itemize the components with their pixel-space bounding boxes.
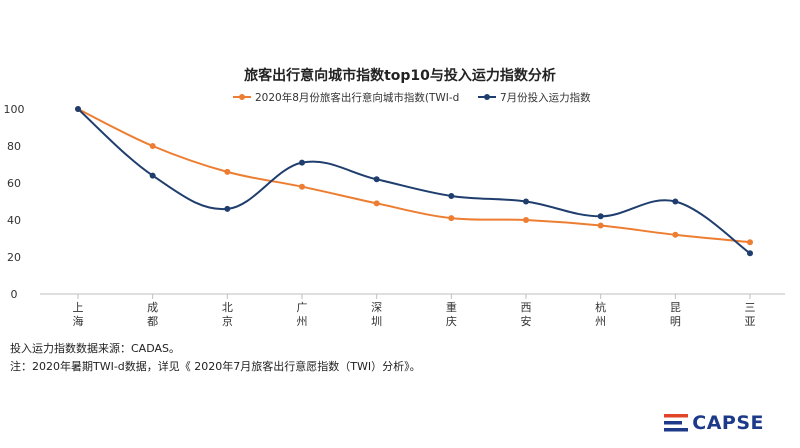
- data-point: [373, 200, 380, 207]
- y-tick-label: 100: [4, 103, 25, 116]
- legend-label: 7月份投入运力指数: [500, 91, 591, 104]
- capse-logo-mark-icon: [664, 414, 689, 432]
- y-tick-label: 20: [7, 251, 21, 264]
- data-point: [75, 106, 81, 112]
- x-tick-label: 深圳: [371, 301, 382, 328]
- data-point: [224, 205, 231, 212]
- x-tick-label: 昆明: [670, 301, 681, 328]
- y-axis: 0 20 40 60 80 100: [4, 103, 25, 301]
- data-point: [523, 198, 529, 205]
- legend-item: 2020年8月份旅客出行意向城市指数(TWI-d: [233, 91, 459, 104]
- series-1: [75, 106, 753, 246]
- source-note: 投入运力指数数据来源：CADAS。: [10, 342, 180, 355]
- x-tick-label: 广州: [297, 301, 308, 328]
- data-point: [299, 183, 305, 190]
- data-point: [224, 168, 231, 175]
- data-point: [149, 172, 156, 179]
- data-point: [448, 192, 455, 199]
- series-line: [77, 108, 751, 244]
- data-point: [747, 239, 753, 246]
- legend-label: 2020年8月份旅客出行意向城市指数(TWI-d: [255, 91, 459, 104]
- series-2: [75, 106, 753, 257]
- x-tick-label: 北京: [222, 301, 233, 328]
- legend-item: 7月份投入运力指数: [478, 91, 591, 104]
- data-point: [747, 250, 753, 257]
- y-tick-label: 80: [7, 140, 21, 153]
- capse-logo-text: CAPSE: [692, 412, 764, 434]
- data-point: [523, 217, 529, 223]
- y-tick-label: 60: [7, 177, 21, 190]
- data-point: [597, 222, 604, 229]
- series-layer: [75, 106, 753, 257]
- y-tick-label: 40: [7, 214, 21, 227]
- legend-marker-icon: [484, 94, 490, 100]
- data-point: [149, 143, 156, 149]
- x-tick-label: 三亚: [745, 301, 756, 328]
- legend: 2020年8月份旅客出行意向城市指数(TWI-d 7月份投入运力指数: [233, 91, 591, 104]
- chart-title: 旅客出行意向城市指数top10与投入运力指数分析: [244, 67, 556, 84]
- data-point: [299, 159, 305, 166]
- y-tick-label: 0: [11, 288, 18, 301]
- capse-logo: CAPSE: [663, 412, 764, 434]
- x-tick-label: 成都: [147, 301, 158, 328]
- legend-marker-icon: [239, 94, 245, 100]
- footnote: 注：2020年暑期TWI-d数据，详见《 2020年7月旅客出行意愿指数（TWI…: [10, 360, 421, 373]
- x-tick-label: 上海: [73, 301, 84, 328]
- data-point: [448, 215, 455, 222]
- x-tick-label: 西安: [521, 301, 532, 328]
- data-point: [373, 176, 380, 183]
- x-tick-label: 重庆: [446, 300, 457, 328]
- series-line: [77, 108, 751, 255]
- data-point: [672, 198, 679, 205]
- x-tick-label: 杭州: [595, 300, 606, 328]
- data-point: [672, 231, 679, 238]
- data-point: [597, 213, 604, 220]
- x-axis: 上海 成都 北京 广州 深圳 重庆 西安 杭州 昆明 三亚: [73, 294, 756, 328]
